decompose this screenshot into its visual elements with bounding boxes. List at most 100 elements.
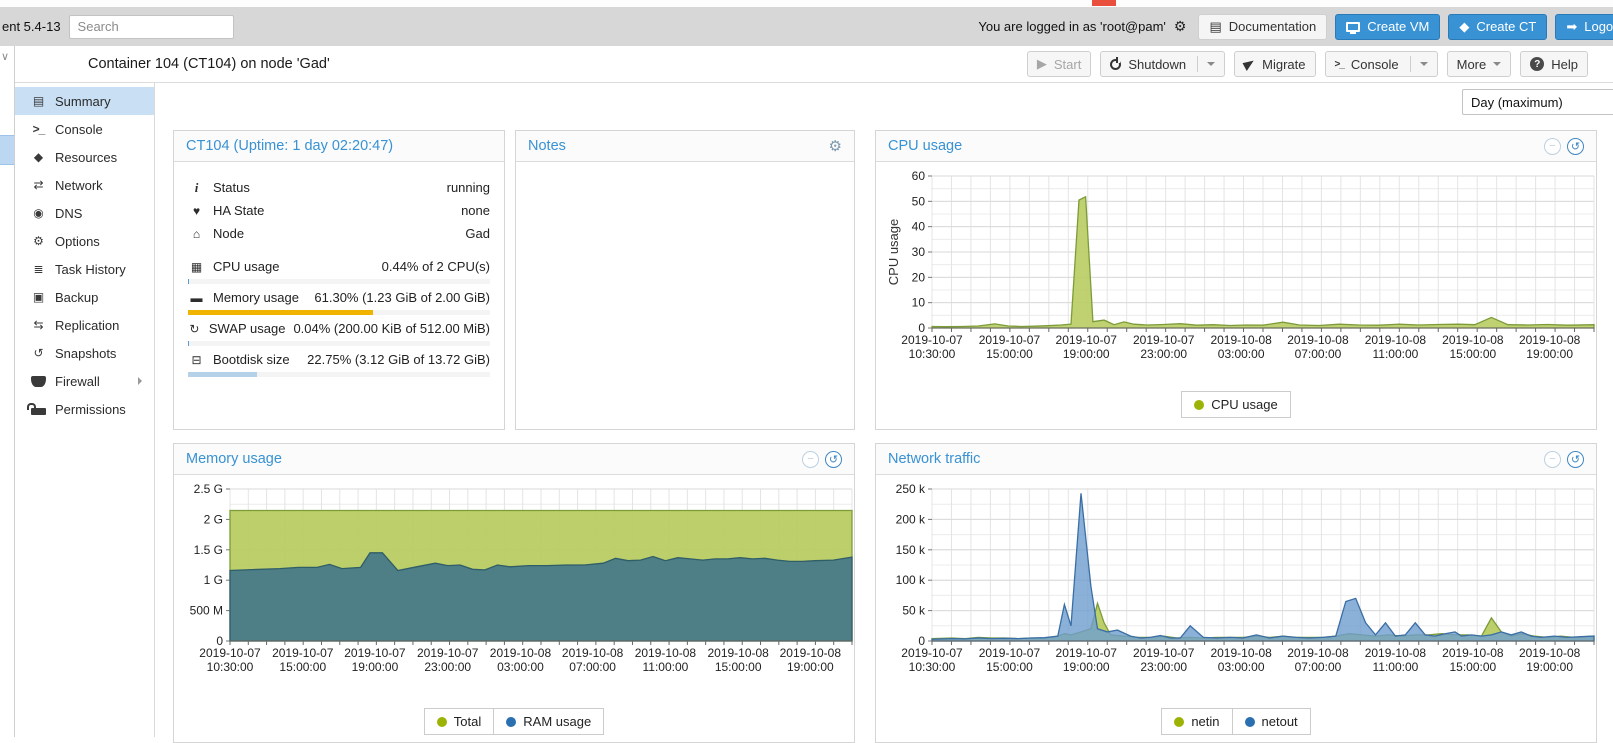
sidebar-item-label: Replication — [55, 317, 120, 333]
notes-edit-gear-icon[interactable]: ⚙ — [828, 138, 842, 155]
sidebar-item-permissions[interactable]: Permissions — [15, 395, 154, 423]
status-row-ha-state: ♥ HA State none — [188, 199, 490, 222]
legend-label: Total — [453, 714, 482, 729]
sidebar-item-options[interactable]: ⚙ Options — [15, 227, 154, 255]
cpu-chart-legend: CPU usage — [876, 391, 1596, 418]
cube-icon: ◆ — [33, 150, 44, 164]
sidebar-item-firewall[interactable]: Firewall — [15, 367, 154, 395]
legend-label: CPU usage — [1211, 397, 1278, 412]
logout-icon: ➡ — [1566, 18, 1578, 34]
legend-label: netout — [1261, 714, 1298, 729]
status-row-cpu-usage: ▦ CPU usage 0.44% of 2 CPU(s) — [188, 255, 490, 278]
sidebar-item-resources[interactable]: ◆ Resources — [15, 143, 154, 171]
vm-action-buttons: ▶ Start Shutdown Migrate >_ Console More ? Help — [1026, 51, 1588, 77]
terminal-icon: >_ — [1334, 58, 1345, 70]
tree-selected-row[interactable] — [0, 135, 14, 165]
chevron-down-icon[interactable]: ∨ — [1, 51, 10, 63]
memory-chart-legend: Total RAM usage — [174, 708, 854, 735]
chevron-down-icon — [1493, 62, 1502, 70]
start-button[interactable]: ▶ Start — [1026, 51, 1092, 77]
status-value: 61.30% (1.23 GiB of 2.00 GiB) — [314, 290, 490, 305]
svg-text:200 k: 200 k — [896, 512, 926, 526]
sidebar-item-backup[interactable]: ▣ Backup — [15, 283, 154, 311]
button-label: Shutdown — [1128, 56, 1187, 72]
usage-bar — [188, 341, 490, 346]
console-button[interactable]: >_ Console — [1324, 51, 1438, 77]
status-row-swap-usage: ↻ SWAP usage 0.04% (200.00 KiB of 512.00 M… — [188, 317, 490, 340]
more-button[interactable]: More — [1446, 51, 1512, 77]
create-ct-button[interactable]: ◆ Create CT — [1448, 13, 1548, 40]
help-button[interactable]: ? Help — [1520, 51, 1588, 77]
replication-icon: ⇆ — [33, 318, 44, 332]
sidebar-item-snapshots[interactable]: ↺ Snapshots — [15, 339, 154, 367]
legend-dot-icon — [1174, 716, 1185, 727]
sidebar-item-summary[interactable]: ▤ Summary — [15, 87, 154, 115]
collapse-chart-icon[interactable]: − — [1544, 137, 1561, 155]
usage-bar — [188, 372, 490, 377]
notes-body[interactable] — [516, 162, 854, 428]
migrate-button[interactable]: Migrate — [1234, 51, 1316, 77]
disk-icon: ⊟ — [191, 352, 202, 367]
button-label: Help — [1551, 56, 1578, 72]
undo-zoom-icon[interactable]: ↺ — [825, 450, 842, 468]
status-label: Memory usage — [213, 290, 299, 305]
network-chart-legend: netin netout — [876, 708, 1596, 735]
svg-text:1 G: 1 G — [204, 573, 223, 587]
sidebar-item-label: Console — [55, 121, 103, 137]
legend-dot-icon — [506, 716, 517, 727]
undo-zoom-icon[interactable]: ↺ — [1567, 450, 1584, 468]
svg-text:2.5 G: 2.5 G — [194, 483, 223, 496]
sidebar-item-console[interactable]: >_ Console — [15, 115, 154, 143]
search-input[interactable] — [68, 14, 234, 39]
cpu-usage-chart: 0 10 20 30 40 50 60 2019-10-07 10:30:00 2019-10-0… — [876, 162, 1596, 369]
power-icon — [1110, 56, 1122, 70]
swap-icon: ↻ — [189, 321, 200, 336]
sidebar-item-label: Network — [55, 177, 103, 193]
legend-item: CPU usage — [1181, 391, 1291, 418]
list-icon: ≣ — [33, 262, 44, 276]
svg-text:50 k: 50 k — [902, 604, 926, 618]
resource-tree-collapsed: ∨ — [0, 46, 15, 737]
legend-dot-icon — [1194, 399, 1205, 410]
sidebar-item-label: Summary — [55, 93, 111, 109]
legend-item: netin — [1161, 708, 1233, 735]
cube-icon: ◆ — [1459, 18, 1470, 34]
network-traffic-panel: Network traffic − ↺ 0 50 k 100 k 150 k 200 k… — [875, 443, 1597, 743]
status-value: 22.75% (3.12 GiB of 13.72 GiB) — [307, 352, 490, 367]
sidebar-item-label: Task History — [55, 261, 126, 277]
play-icon: ▶ — [1036, 56, 1047, 71]
sidebar-item-replication[interactable]: ⇆ Replication — [15, 311, 154, 339]
collapse-chart-icon[interactable]: − — [802, 450, 819, 468]
user-settings-gear-icon[interactable]: ⚙ — [1173, 18, 1187, 34]
documentation-button[interactable]: ▤ Documentation — [1198, 13, 1328, 40]
recording-indicator — [1092, 0, 1116, 6]
create-vm-button[interactable]: Create VM — [1335, 13, 1441, 40]
sidebar-item-task-history[interactable]: ≣ Task History — [15, 255, 154, 283]
status-panel: CT104 (Uptime: 1 day 02:20:47) i Status ru… — [173, 130, 505, 430]
collapse-chart-icon[interactable]: − — [1544, 450, 1561, 468]
terminal-icon: >_ — [32, 122, 46, 136]
timeframe-select[interactable]: Day (maximum) — [1462, 89, 1613, 115]
sidebar-item-dns[interactable]: ◉ DNS — [15, 199, 154, 227]
sidebar-item-label: DNS — [55, 205, 83, 221]
shutdown-button[interactable]: Shutdown — [1100, 51, 1226, 77]
sidebar-item-network[interactable]: ⇄ Network — [15, 171, 154, 199]
logout-button[interactable]: ➡ Logout — [1555, 13, 1613, 40]
memory-usage-chart: 0 500 M 1 G 1.5 G 2 G 2.5 G 2019-10-07 10:30:00… — [174, 475, 854, 682]
monitor-icon — [1346, 21, 1361, 34]
globe-icon: ◉ — [33, 206, 44, 220]
status-value: 0.04% (200.00 KiB of 512.00 MiB) — [293, 321, 490, 336]
breadcrumb: Container 104 (CT104) on node 'Gad' — [88, 56, 330, 72]
legend-item: netout — [1231, 708, 1311, 735]
undo-zoom-icon[interactable]: ↺ — [1567, 137, 1584, 155]
